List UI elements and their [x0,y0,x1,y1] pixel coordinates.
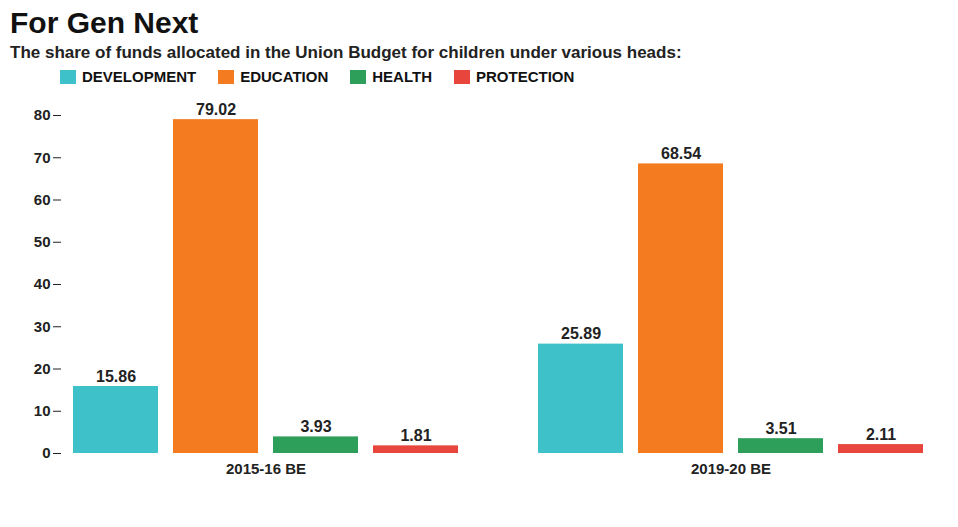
svg-text:70: 70 [34,149,51,166]
svg-text:50: 50 [34,233,51,250]
html-text:DEVELOPMENT: DEVELOPMENT [82,68,197,85]
svg-text:15.86: 15.86 [96,368,136,385]
svg-text:60: 60 [34,191,51,208]
svg-text:10: 10 [34,402,51,419]
svg-text:2015-16 BE: 2015-16 BE [226,460,306,477]
svg-text:68.54: 68.54 [661,145,701,162]
svg-text:80: 80 [34,106,51,123]
svg-text:3.51: 3.51 [765,420,796,437]
svg-text:79.02: 79.02 [196,101,236,118]
html-text:PROTECTION: PROTECTION [476,68,575,85]
svg-text:2.11: 2.11 [866,426,896,443]
svg-text:40: 40 [34,275,51,292]
svg-text:0: 0 [42,444,50,461]
svg-text:2019-20 BE: 2019-20 BE [691,460,771,477]
html-text:For Gen Next: For Gen Next [10,6,199,39]
html-text:The share of funds allocated i: The share of funds allocated in the Unio… [10,43,682,62]
svg-text:30: 30 [34,318,51,335]
svg-text:3.93: 3.93 [300,418,331,435]
html-text:EDUCATION: EDUCATION [240,68,329,85]
svg-text:1.81: 1.81 [400,427,431,444]
svg-text:25.89: 25.89 [561,325,601,342]
svg-text:20: 20 [34,360,51,377]
html-text:HEALTH: HEALTH [372,68,432,85]
